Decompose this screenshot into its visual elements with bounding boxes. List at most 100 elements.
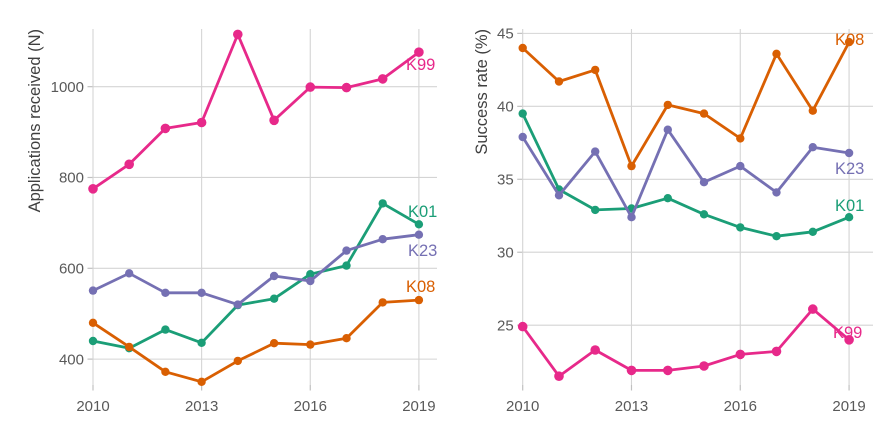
y-tick-label: 40: [497, 99, 514, 116]
series-line-K08: [521, 40, 851, 168]
x-tick-label: 2016: [724, 398, 757, 415]
y-tick-label: 400: [59, 351, 84, 368]
data-point: [414, 220, 424, 229]
data-point: [554, 371, 564, 382]
series-K23: [518, 125, 854, 222]
x-tick-label: 2010: [76, 398, 109, 415]
data-point: [269, 115, 279, 126]
data-point: [161, 325, 170, 334]
data-point: [124, 159, 134, 170]
data-point: [736, 134, 745, 143]
data-point: [305, 82, 316, 92]
y-tick-label: 35: [497, 171, 514, 188]
series-end-label-K23: K23: [835, 160, 864, 178]
data-point: [554, 191, 564, 200]
data-point: [88, 184, 98, 194]
plot-area-success-rate: 25 30 35 40 45 2010 2013 2016 2019 K01 K23 K08 K99: [497, 26, 873, 415]
data-point: [378, 298, 387, 307]
series-end-label-K08: K08: [835, 31, 864, 49]
series-end-label-K99: K99: [833, 324, 862, 342]
data-point: [808, 106, 817, 115]
data-point: [306, 270, 315, 279]
data-point: [269, 271, 279, 281]
x-tick-label: 2013: [615, 398, 648, 415]
series-K23: [88, 230, 424, 309]
data-point: [736, 161, 745, 171]
data-point: [88, 286, 98, 295]
plot-area-applications: 400 600 800 1000 2010 2013 2016 2019 K01 K23 K08 K9…: [51, 29, 437, 415]
series-K01: [518, 109, 854, 241]
data-point: [591, 65, 600, 75]
data-point: [378, 199, 387, 208]
x-tick-label: 2019: [402, 398, 435, 415]
data-point: [771, 346, 782, 357]
data-point: [306, 276, 315, 286]
data-point: [342, 246, 351, 255]
data-point: [269, 339, 279, 348]
data-point: [197, 377, 206, 386]
series-K08: [88, 295, 424, 386]
data-point: [197, 288, 206, 297]
data-point: [591, 205, 600, 215]
data-point: [377, 74, 388, 84]
data-point: [627, 161, 636, 171]
series-line-K99: [91, 33, 421, 191]
data-point: [378, 235, 387, 244]
data-point: [414, 295, 424, 305]
y-tick-label: 1000: [51, 79, 84, 96]
data-point: [518, 132, 527, 142]
data-point: [197, 338, 206, 347]
series-line-K23: [521, 128, 851, 219]
data-point: [196, 117, 207, 128]
series-end-label-K08: K08: [406, 278, 435, 296]
series-K99: [88, 29, 424, 194]
data-point: [554, 77, 564, 86]
data-point: [627, 213, 636, 222]
data-point: [342, 334, 351, 343]
data-point: [269, 294, 279, 303]
data-point: [518, 43, 527, 53]
data-point: [233, 356, 242, 366]
data-point: [518, 109, 527, 118]
series-line-K08: [91, 298, 421, 384]
data-point: [414, 230, 424, 239]
data-point: [306, 340, 315, 349]
data-point: [772, 232, 781, 241]
y-tick-label: 25: [497, 317, 514, 334]
data-point: [844, 37, 854, 47]
series-line-K01: [91, 201, 421, 350]
data-point: [341, 82, 352, 93]
data-point: [233, 29, 243, 40]
data-point: [517, 321, 528, 332]
data-point: [88, 336, 98, 346]
data-point: [699, 210, 709, 219]
data-point: [233, 300, 242, 309]
data-point: [414, 47, 424, 57]
data-point: [626, 365, 637, 376]
data-point: [844, 213, 854, 222]
series-end-label-K01: K01: [408, 203, 437, 221]
data-point: [844, 148, 854, 158]
data-point: [699, 178, 709, 187]
data-point: [663, 365, 673, 376]
data-point: [160, 123, 171, 134]
y-tick-label: 45: [497, 26, 514, 43]
x-tick-label: 2019: [832, 398, 865, 415]
data-point: [161, 367, 170, 376]
series-line-K99: [521, 307, 851, 378]
data-point: [808, 304, 818, 314]
series-K08: [518, 37, 854, 171]
y-axis-title-applications: Applications received (N): [26, 29, 44, 212]
data-point: [663, 100, 672, 110]
data-point: [808, 227, 817, 236]
data-point: [699, 109, 709, 118]
data-point: [663, 125, 672, 134]
data-point: [125, 342, 134, 352]
x-tick-label: 2016: [294, 398, 327, 415]
data-point: [342, 261, 351, 270]
x-tick-label: 2013: [185, 398, 218, 415]
data-point: [808, 143, 817, 152]
data-point: [772, 49, 781, 58]
series-end-label-K99: K99: [406, 56, 435, 74]
